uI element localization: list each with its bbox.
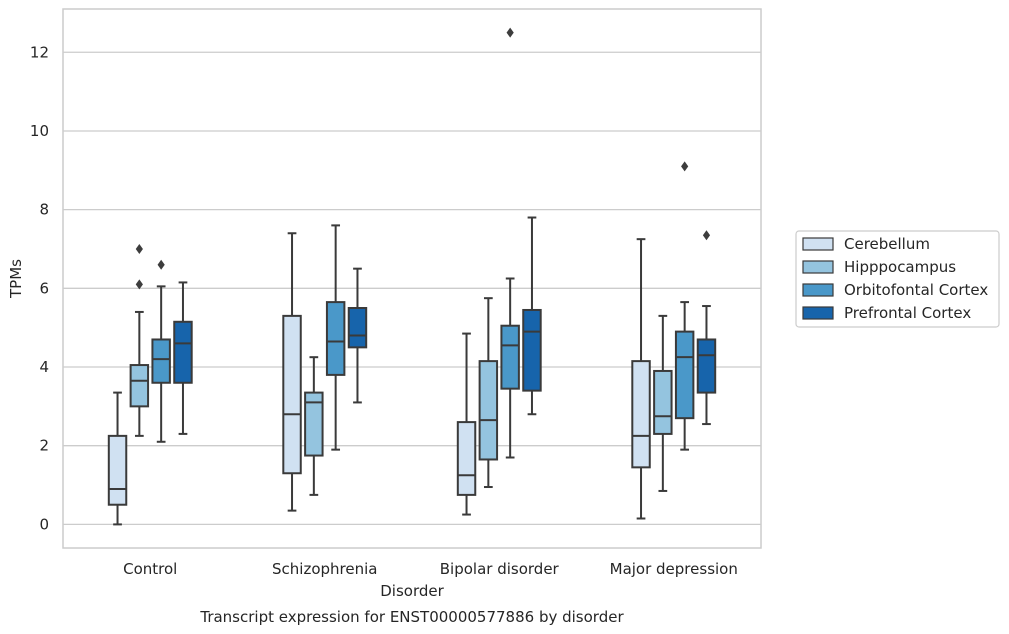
box-body [107, 434, 128, 506]
y-tick-label: 10 [30, 122, 49, 140]
legend-label: Hipppocampus [844, 258, 956, 276]
box-body [151, 338, 171, 384]
outlier-point [702, 230, 711, 241]
legend-swatch [802, 260, 834, 274]
y-tick-label: 2 [39, 437, 49, 455]
box-orbitofontal-cortex-1 [325, 224, 346, 451]
y-tick-label: 4 [39, 358, 49, 376]
box-orbitofontal-cortex-0 [151, 259, 171, 443]
x-tick-label: Schizophrenia [272, 560, 377, 578]
x-tick-label: Bipolar disorder [440, 560, 560, 578]
box-hipppocampus-2 [478, 297, 499, 489]
chart-caption: Transcript expression for ENST0000057788… [199, 608, 624, 626]
x-tick-labels: Control Schizophrenia Bipolar disorder Majo… [123, 560, 738, 578]
box-body [674, 330, 695, 420]
box-body [282, 314, 302, 475]
outlier-point [681, 161, 689, 172]
box-body [129, 364, 150, 408]
x-tick-label: Major depression [610, 560, 738, 578]
box-cerebellum-1 [282, 232, 302, 512]
box-body [631, 360, 651, 469]
box-body [696, 338, 717, 394]
x-tick-label: Control [123, 560, 177, 578]
y-tick-label: 0 [39, 515, 49, 533]
outlier-point [157, 259, 165, 270]
legend-swatch [802, 237, 834, 251]
legend-label: Cerebellum [844, 235, 930, 253]
box-cerebellum-2 [456, 332, 477, 516]
gridlines [63, 51, 761, 526]
legend-frame [795, 230, 1000, 328]
legend-label: Orbitofontal Cortex [844, 281, 988, 299]
box-body [325, 301, 346, 376]
x-axis-label: Disorder [380, 582, 444, 600]
box-body [456, 421, 477, 496]
outlier-point [135, 279, 143, 290]
box-hipppocampus-0 [129, 243, 150, 437]
legend-swatch [802, 283, 834, 297]
outlier-point [135, 243, 143, 254]
box-body [173, 320, 193, 384]
box-cerebellum-0 [107, 391, 128, 526]
plot-frame [62, 8, 762, 549]
y-tick-label: 12 [30, 43, 49, 61]
box-prefrontal-cortex-0 [173, 281, 193, 435]
box-body [304, 391, 324, 457]
box-hipppocampus-1 [304, 356, 324, 496]
y-axis-label: TPMs [7, 259, 25, 299]
box-body [500, 324, 520, 390]
legend-swatch [802, 306, 834, 320]
box-orbitofontal-cortex-3 [674, 161, 695, 451]
legend: Cerebellum Hipppocampus Orbitofontal Corte… [795, 230, 1000, 328]
box-orbitofontal-cortex-2 [500, 27, 520, 459]
y-tick-labels: 0 2 4 6 8 10 12 [30, 43, 49, 533]
outlier-point [506, 27, 514, 38]
box-prefrontal-cortex-1 [347, 267, 368, 404]
legend-label: Prefrontal Cortex [844, 304, 971, 322]
y-tick-label: 6 [39, 279, 49, 297]
box-hipppocampus-3 [653, 314, 673, 492]
box-cerebellum-3 [631, 238, 651, 520]
box-body [653, 369, 673, 435]
y-tick-label: 8 [39, 201, 49, 219]
box-body [347, 307, 368, 349]
box-body [522, 308, 542, 392]
box-prefrontal-cortex-2 [522, 216, 542, 416]
box-groups [107, 27, 717, 526]
box-body [478, 360, 499, 461]
box-prefrontal-cortex-3 [696, 230, 717, 426]
